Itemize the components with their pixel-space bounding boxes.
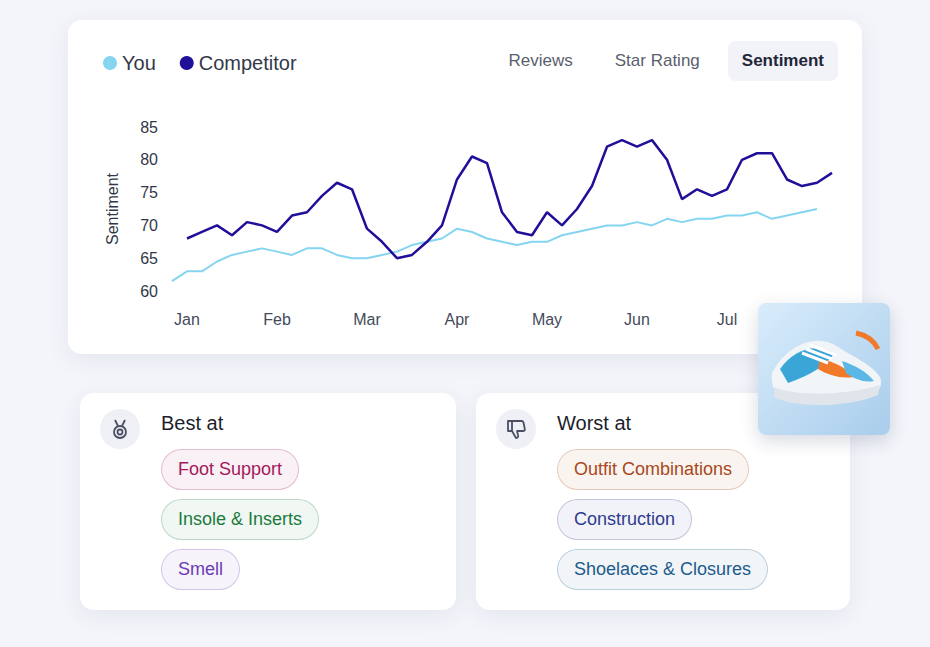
svg-text:Jan: Jan bbox=[174, 311, 200, 328]
svg-text:70: 70 bbox=[140, 217, 158, 234]
svg-text:You: You bbox=[122, 52, 156, 74]
svg-text:Apr: Apr bbox=[445, 311, 471, 328]
svg-text:May: May bbox=[532, 311, 562, 328]
svg-text:Mar: Mar bbox=[353, 311, 381, 328]
svg-text:Competitor: Competitor bbox=[199, 52, 297, 74]
html-text:Reviews: Reviews bbox=[508, 51, 573, 70]
html-text:Shoelaces & Closures: Shoelaces & Closures bbox=[574, 559, 752, 579]
svg-text:75: 75 bbox=[140, 184, 158, 201]
svg-text:85: 85 bbox=[140, 119, 158, 136]
svg-text:Feb: Feb bbox=[263, 311, 291, 328]
html-text:Sentiment: Sentiment bbox=[741, 51, 824, 70]
html-text:Smell: Smell bbox=[178, 559, 223, 579]
html-text:Star Rating: Star Rating bbox=[614, 51, 700, 70]
svg-text:65: 65 bbox=[140, 250, 158, 267]
html-text:Best at: Best at bbox=[161, 412, 224, 434]
svg-text:Jun: Jun bbox=[624, 311, 650, 328]
html-text:Worst at: Worst at bbox=[557, 412, 632, 434]
html-text:Insole & Inserts: Insole & Inserts bbox=[178, 509, 303, 529]
svg-text:Sentiment: Sentiment bbox=[104, 172, 121, 245]
svg-text:60: 60 bbox=[140, 283, 158, 300]
html-text:Foot Support: Foot Support bbox=[178, 459, 283, 479]
html-text:Construction: Construction bbox=[574, 509, 676, 529]
html-text:Outfit Combinations: Outfit Combinations bbox=[574, 459, 733, 479]
svg-text:Jul: Jul bbox=[717, 311, 737, 328]
svg-text:80: 80 bbox=[140, 151, 158, 168]
